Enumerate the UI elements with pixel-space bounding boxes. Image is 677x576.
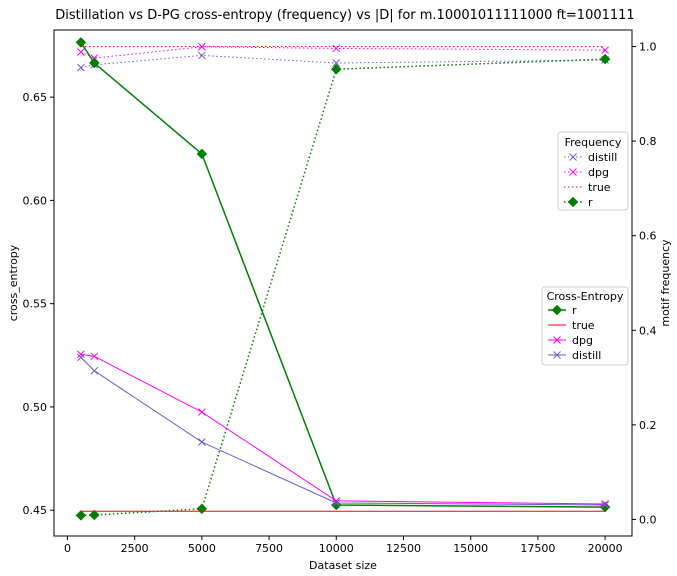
- freq-point-dpg: [77, 48, 85, 56]
- plot-lines: [75, 37, 611, 521]
- freq-legend-label-true: true: [588, 181, 611, 194]
- freq-line-dpg: [80, 46, 606, 59]
- freq-point-distill: [77, 63, 85, 72]
- ce-point-distill: [90, 366, 99, 375]
- ce-point-dpg: [601, 500, 609, 508]
- y-left-tick-label: 0.50: [23, 401, 48, 414]
- ce-line-dpg: [80, 353, 606, 505]
- legend-frequency-entries: distill dpg true r: [564, 151, 617, 209]
- y-left-tick-label: 0.45: [23, 504, 48, 517]
- x-tick-label: 12500: [386, 542, 421, 555]
- freq-legend-marker-dpg: [569, 168, 577, 176]
- y-right-axis-ticks: 0.0 0.2 0.4 0.6 0.8 1.0: [632, 41, 657, 526]
- ce-line-distill: [80, 356, 606, 506]
- ce-point-distill: [601, 501, 609, 509]
- freq-point-dpg: [332, 44, 341, 53]
- y-right-tick-label: 0.0: [639, 513, 657, 526]
- ce-legend-marker-distill: [553, 351, 561, 359]
- y-right-tick-label: 1.0: [639, 41, 657, 54]
- x-tick-label: 5000: [188, 542, 216, 555]
- ce-legend-label-distill: distill: [572, 349, 601, 362]
- ce-point-dpg: [198, 408, 206, 416]
- legend-frequency-title: Frequency: [565, 136, 622, 149]
- ce-legend-label-r: r: [572, 304, 577, 317]
- freq-point-r: [599, 53, 611, 65]
- freq-legend-label-distill: distill: [588, 151, 617, 164]
- x-axis-label: Dataset size: [309, 559, 377, 572]
- freq-point-distill: [332, 59, 341, 67]
- x-tick-label: 0: [64, 542, 71, 555]
- freq-legend-label-r: r: [588, 196, 593, 209]
- ce-point-distill: [77, 353, 85, 362]
- freq-legend-marker-r: [567, 196, 579, 208]
- ce-legend-marker-r: [551, 304, 563, 316]
- y-right-axis-label: motif frequency: [659, 239, 672, 327]
- y-right-tick-label: 0.6: [639, 230, 657, 243]
- ce-point-r: [196, 148, 208, 160]
- x-tick-label: 17500: [520, 542, 555, 555]
- y-left-tick-label: 0.55: [23, 298, 48, 311]
- ce-point-distill: [198, 438, 206, 446]
- x-axis-ticks: 0 2500 5000 7500 10000 12500 15000 17500 20000: [64, 536, 623, 555]
- x-tick-label: 10000: [319, 542, 354, 555]
- ce-line-r: [80, 41, 606, 508]
- freq-point-r: [196, 503, 208, 515]
- plot-frame: [53, 29, 633, 537]
- freq-legend-label-dpg: dpg: [588, 166, 609, 179]
- ce-point-r: [75, 37, 87, 48]
- y-left-axis-ticks: 0.45 0.50 0.55 0.60 0.65: [23, 91, 54, 517]
- freq-line-distill: [80, 54, 606, 69]
- freq-point-dpg: [601, 46, 609, 54]
- x-tick-label: 2500: [121, 542, 149, 555]
- y-right-tick-label: 0.2: [639, 419, 657, 432]
- freq-line-r: [80, 58, 606, 517]
- legend-cross-entropy: Cross-Entropy r true dpg distill: [541, 286, 629, 366]
- ce-point-dpg: [90, 352, 99, 361]
- freq-point-r: [330, 63, 342, 75]
- ce-point-distill: [332, 499, 341, 507]
- freq-legend-marker-distill: [569, 153, 577, 161]
- legend-cross-entropy-entries: r true dpg distill: [548, 304, 601, 362]
- y-right-tick-label: 0.8: [639, 135, 657, 148]
- chart-title: Distillation vs D-PG cross-entropy (freq…: [55, 8, 634, 23]
- x-tick-label: 20000: [588, 542, 623, 555]
- x-tick-label: 7500: [255, 542, 283, 555]
- freq-point-r: [88, 509, 100, 521]
- y-left-tick-label: 0.60: [23, 194, 48, 207]
- y-right-tick-label: 0.4: [639, 324, 657, 337]
- x-tick-label: 15000: [453, 542, 488, 555]
- legend-cross-entropy-box: [541, 286, 629, 366]
- legend-cross-entropy-title: Cross-Entropy: [547, 290, 624, 303]
- ce-legend-marker-dpg: [553, 336, 561, 344]
- legend-frequency: Frequency distill dpg true r: [557, 131, 629, 211]
- y-left-tick-label: 0.65: [23, 91, 48, 104]
- legend-frequency-box: [557, 131, 629, 211]
- y-left-axis-label: cross_entropy: [7, 244, 20, 321]
- ce-point-dpg: [77, 350, 85, 359]
- ce-point-r: [88, 57, 100, 69]
- freq-point-r: [75, 510, 87, 521]
- freq-point-distill: [198, 51, 206, 60]
- ce-legend-label-dpg: dpg: [572, 334, 593, 347]
- ce-legend-label-true: true: [572, 319, 595, 332]
